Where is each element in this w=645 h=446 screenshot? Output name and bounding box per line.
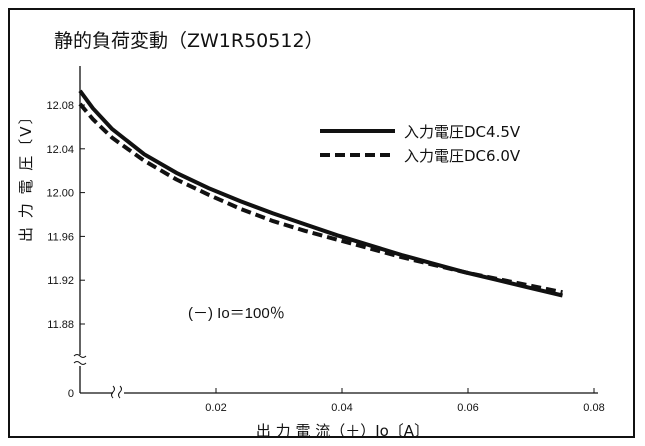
x-axis-break [118,385,122,399]
annotation: (－) Io＝100％ [188,305,285,322]
y-tick-label: 12.08 [46,100,74,112]
y-tick-label: 12.04 [46,144,74,156]
x-axis-label: 出 力 電 流（＋）Io〔A〕 [255,422,430,440]
y-axis-break [73,361,87,365]
x-tick-label: 0.02 [205,402,226,414]
y-tick-label: 11.96 [47,231,74,243]
chart-title: 静的負荷変動（ZW1R50512） [54,30,324,52]
tick-labels: 12.08 12.04 12.00 11.96 11.92 11.88 0.02 0.04 0.… [46,100,604,414]
series-line-solid [78,89,563,298]
origin-label: 0 [68,388,74,400]
x-axis-break [111,385,115,399]
legend-label: 入力電圧DC4.5V [404,123,521,141]
axes [73,66,598,399]
legend-label: 入力電圧DC6.0V [404,147,521,165]
series-line-dashed [78,102,563,295]
x-tick-label: 0.06 [457,402,478,414]
y-tick-label: 11.92 [47,275,74,287]
y-tick-label: 11.88 [47,319,74,331]
x-tick-label: 0.04 [331,402,352,414]
legend: 入力電圧DC4.5V 入力電圧DC6.0V [320,123,521,165]
y-axis-break [73,354,87,358]
y-tick-label: 12.00 [46,188,74,200]
series-lines [78,89,563,298]
x-tick-label: 0.08 [583,402,604,414]
chart-frame [8,8,635,438]
